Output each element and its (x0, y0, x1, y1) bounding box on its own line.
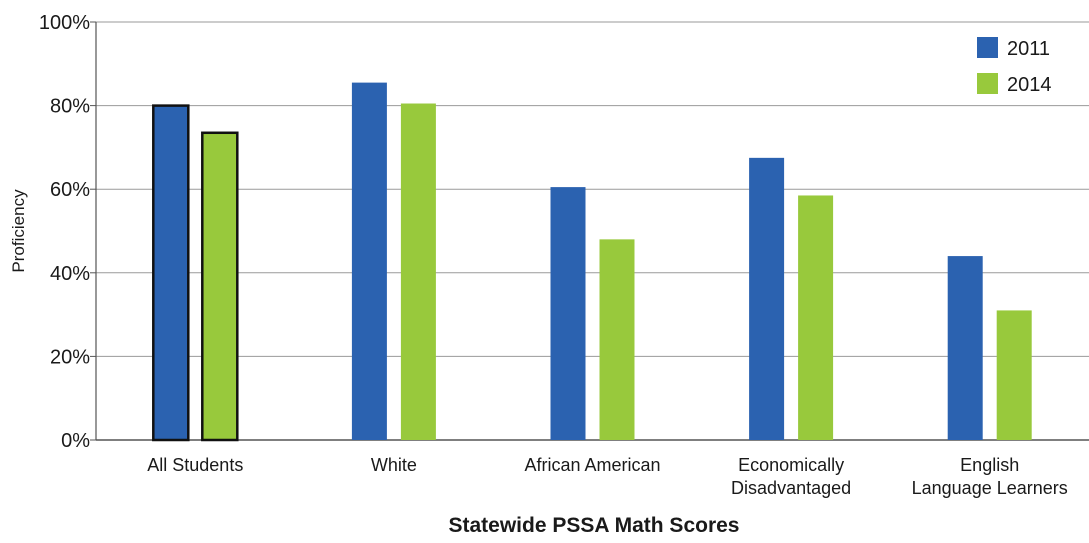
y-tick-label: 20% (50, 346, 90, 368)
x-category-label: Language Learners (912, 478, 1068, 498)
x-category-label: African American (524, 455, 660, 475)
x-category-label: White (371, 455, 417, 475)
x-axis-title: Statewide PSSA Math Scores (449, 514, 740, 537)
x-category-label: Disadvantaged (731, 478, 851, 498)
bar-2011-all-students (152, 104, 190, 442)
y-axis-label: Proficiency (9, 189, 28, 273)
bar-2014-african-american (599, 239, 635, 440)
legend: 2011 2014 (977, 37, 1052, 96)
bar-2014-english-language-learners (996, 310, 1032, 440)
legend-swatch-2011 (977, 37, 998, 58)
bar-2014-economically-disadvantaged (798, 195, 834, 440)
y-tick-label: 80% (50, 96, 90, 118)
legend-label: 2011 (1007, 38, 1050, 60)
y-tick-label: 60% (50, 179, 90, 201)
legend-swatch-2014 (977, 73, 998, 94)
bar-2011-white (351, 82, 387, 441)
legend-label: 2014 (1007, 74, 1052, 96)
x-axis-category-labels: All Students White African American Economi… (147, 455, 1068, 498)
bar-2011-economically-disadvantaged (749, 157, 785, 440)
y-tick-label: 100% (39, 12, 90, 34)
gridlines (90, 21, 1089, 441)
y-axis-tick-labels: 0% 20% 40% 60% 80% 100% (39, 12, 90, 452)
bar-2011-english-language-learners (947, 256, 983, 440)
x-category-label: Economically (738, 455, 844, 475)
bars (152, 82, 1032, 442)
y-tick-label: 40% (50, 263, 90, 285)
bar-2011-african-american (550, 187, 586, 440)
bar-2014-white (400, 103, 436, 440)
x-category-label: English (960, 455, 1019, 475)
x-category-label: All Students (147, 455, 243, 475)
y-tick-label: 0% (61, 430, 90, 452)
bar-2014-all-students (201, 131, 239, 442)
